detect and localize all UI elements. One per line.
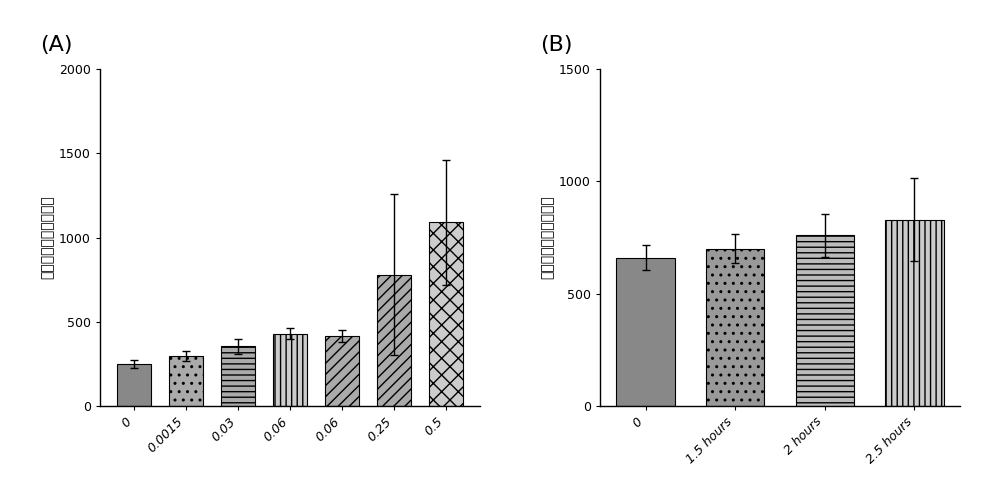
Y-axis label: 细胞内荧光强度的测量: 细胞内荧光强度的测量 [41,196,55,280]
Bar [796,235,854,406]
Text: (A): (A) [40,35,72,54]
Bar [429,222,463,406]
Bar [169,356,203,406]
Y-axis label: 细胞内荧光强度的测量: 细胞内荧光强度的测量 [541,196,555,280]
X-axis label: 细胞与相同浓度的包载香豆素6的纳米
复合物孵育不同的时间: 细胞与相同浓度的包载香豆素6的纳米 复合物孵育不同的时间 [709,494,851,495]
Bar [117,364,151,406]
Bar [706,249,764,406]
Bar [377,275,411,406]
Bar [221,346,255,406]
Bar [616,258,675,406]
Bar [325,336,359,406]
Bar [273,334,307,406]
Text: (B): (B) [540,35,572,54]
Bar [885,220,944,406]
